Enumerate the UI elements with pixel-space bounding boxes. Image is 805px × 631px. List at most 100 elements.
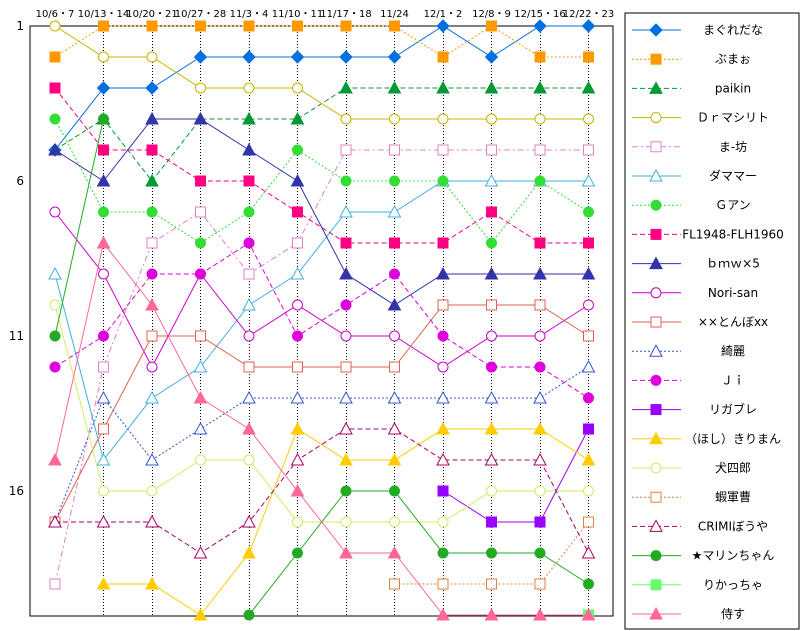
x-tick-label: 12/8・9 [472, 9, 511, 20]
data-point [49, 51, 61, 63]
data-point [146, 237, 158, 249]
data-point [533, 607, 547, 621]
data-point [243, 237, 255, 249]
series-ぶまぉ [49, 20, 594, 63]
data-point [533, 19, 547, 33]
data-point [243, 206, 255, 218]
legend-label: ××とんぼxx [698, 315, 768, 329]
data-point [49, 20, 61, 32]
data-point [145, 390, 159, 404]
data-point [534, 237, 546, 249]
x-tick-label: 11/3・4 [230, 9, 269, 20]
data-point [583, 485, 594, 497]
data-point [534, 361, 546, 373]
data-point [49, 206, 61, 218]
legend-marker [650, 112, 662, 124]
legend-item: Nori-san [632, 286, 758, 300]
data-point [583, 51, 594, 63]
data-point [534, 485, 546, 497]
data-point [242, 50, 256, 64]
data-point [340, 299, 352, 311]
series-Ｊｉ [49, 237, 594, 404]
legend-marker [649, 23, 663, 37]
data-point [195, 237, 206, 249]
data-point [486, 206, 497, 218]
series-リガブレ [437, 423, 594, 528]
data-point [193, 50, 208, 64]
data-point [193, 359, 208, 373]
series-Nori-san [49, 206, 594, 373]
data-point [339, 452, 353, 466]
y-tick-label: 16 [9, 484, 24, 498]
series-line [248, 490, 589, 616]
data-point [534, 144, 546, 156]
data-point [533, 80, 547, 94]
legend-item: CRIMIぼうや [632, 519, 768, 533]
data-point [437, 361, 449, 373]
data-point [48, 142, 62, 156]
data-point [389, 516, 400, 528]
data-point [437, 330, 449, 342]
data-point [389, 268, 400, 280]
y-tick-label: 1 [16, 19, 24, 33]
legend-item: 綺麗 [632, 343, 745, 358]
data-point [436, 390, 450, 404]
data-point [437, 578, 449, 590]
data-point [484, 452, 499, 466]
data-point [583, 237, 594, 249]
data-point [389, 20, 400, 32]
series-FL1948-FLH1960 [49, 82, 594, 249]
data-point [533, 266, 547, 280]
data-point [389, 361, 400, 373]
data-point [436, 452, 450, 466]
data-point [292, 20, 303, 32]
data-point [486, 237, 497, 249]
data-point [193, 111, 208, 125]
data-point [146, 51, 158, 63]
x-tick-label: 11/10・11 [272, 9, 324, 20]
data-point [49, 578, 61, 590]
legend-marker [650, 141, 662, 153]
data-point [340, 516, 352, 528]
x-tick-label: 10/6・7 [36, 9, 75, 20]
data-point [193, 390, 208, 404]
data-point [243, 82, 255, 94]
data-point [339, 266, 353, 280]
legend-marker [650, 53, 662, 65]
legend-marker [650, 199, 662, 211]
legend-marker [650, 579, 662, 591]
data-point [389, 144, 400, 156]
series-侍す [48, 235, 596, 621]
x-tick-label: 12/15・16 [514, 9, 566, 20]
data-point [243, 20, 255, 32]
data-point [49, 361, 61, 373]
data-point [387, 204, 402, 218]
data-point [484, 607, 499, 621]
data-point [437, 237, 449, 249]
legend-marker [650, 316, 662, 328]
data-point [583, 516, 594, 528]
legend-marker [650, 550, 662, 562]
data-point [146, 20, 158, 32]
data-point [292, 516, 303, 528]
data-point [340, 361, 352, 373]
data-point [437, 485, 449, 497]
data-point [96, 235, 111, 249]
series-line [54, 25, 589, 58]
data-point [387, 452, 402, 466]
data-point [581, 545, 596, 559]
data-point [146, 206, 158, 218]
data-point [484, 266, 499, 280]
data-point [534, 578, 546, 590]
plot-frame [29, 25, 614, 617]
data-point [98, 485, 109, 497]
data-point [242, 297, 256, 311]
legend-item: （ほし）きりまん [632, 431, 781, 446]
legend-item: リガブレ [632, 402, 757, 417]
data-point [193, 545, 208, 559]
series-ま-坊 [49, 144, 594, 590]
data-point [534, 547, 546, 559]
legend-marker [649, 519, 663, 532]
